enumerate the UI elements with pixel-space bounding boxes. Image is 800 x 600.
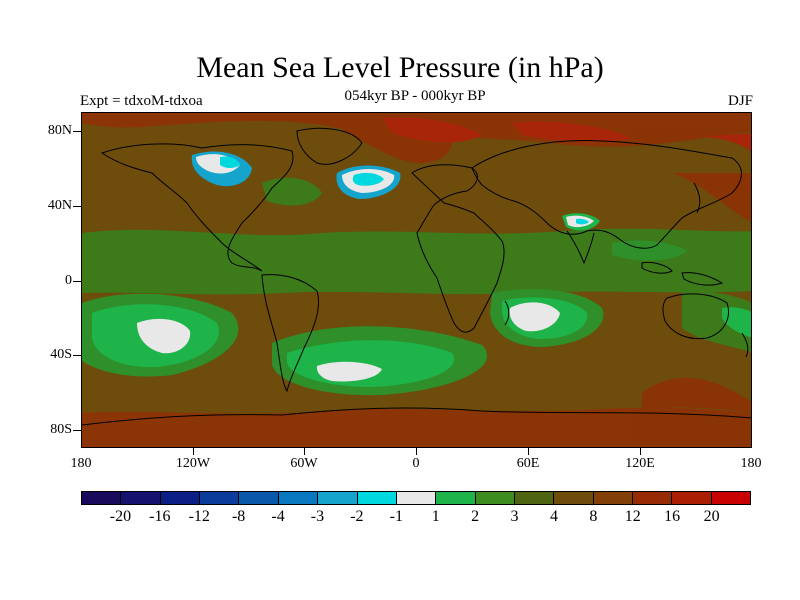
lat-tick: [73, 131, 81, 132]
colorbar-label: 4: [549, 508, 558, 525]
colorbar: [81, 491, 751, 505]
colorbar-cell: [514, 492, 555, 504]
lat-label-40s: 40S: [50, 347, 72, 362]
colorbar-cell: [82, 492, 122, 504]
lon-tick: [528, 448, 529, 455]
colorbar-label: 20: [703, 508, 720, 525]
colorbar-label: -8: [231, 508, 246, 525]
lon-label-120w: 120W: [175, 456, 211, 471]
colorbar-cell: [633, 492, 673, 504]
lat-tick: [73, 355, 81, 356]
colorbar-label: -16: [149, 508, 171, 525]
colorbar-cell: [318, 492, 358, 504]
colorbar-label: 16: [664, 508, 681, 525]
colorbar-cell: [200, 492, 240, 504]
colorbar-cell: [239, 492, 279, 504]
coastlines: [82, 127, 751, 426]
lon-label-180w: 180: [70, 456, 92, 471]
colorbar-label: -12: [188, 508, 210, 525]
colorbar-label: 2: [471, 508, 480, 525]
colorbar-cell: [121, 492, 161, 504]
colorbar-cell: [475, 492, 515, 504]
colorbar-cell: [436, 492, 476, 504]
lat-label-40n: 40N: [47, 198, 72, 213]
lat-tick: [73, 430, 81, 431]
colorbar-cell: [357, 492, 397, 504]
map-title: Mean Sea Level Pressure (in hPa): [196, 51, 604, 84]
colorbar-label: -3: [310, 508, 325, 525]
lon-label-60e: 60E: [516, 456, 540, 471]
experiment-label: Expt = tdxoM-tdxoa: [80, 93, 203, 109]
colorbar-label: -4: [271, 508, 285, 525]
colorbar-cell: [396, 492, 437, 504]
lat-tick: [73, 206, 81, 207]
lon-tick: [416, 448, 417, 455]
dark-red-core: [382, 117, 751, 152]
colorbar-cell: [160, 492, 201, 504]
lon-tick: [304, 448, 305, 455]
colorbar-label: 3: [510, 508, 519, 525]
lat-label-80n: 80N: [47, 123, 72, 138]
pressure-map: [81, 112, 752, 448]
colorbar-cell: [593, 492, 634, 504]
lon-label-0: 0: [412, 456, 420, 471]
colorbar-label: -2: [350, 508, 364, 525]
colorbar-label: 1: [431, 508, 440, 525]
colorbar-label: 12: [624, 508, 641, 525]
low-pressure-anomalies: [137, 151, 600, 382]
colorbar-label: -1: [389, 508, 403, 525]
map-subtitle: 054kyr BP - 000kyr BP: [344, 88, 486, 104]
colorbar-cell: [554, 492, 594, 504]
map-canvas: [82, 113, 751, 447]
lon-tick: [193, 448, 194, 455]
lon-label-120e: 120E: [625, 456, 655, 471]
lat-label-0: 0: [65, 273, 72, 288]
colorbar-cell: [711, 492, 751, 504]
lon-tick: [640, 448, 641, 455]
lon-label-180e: 180: [740, 456, 762, 471]
colorbar-cell: [672, 492, 712, 504]
lon-label-60w: 60W: [290, 456, 318, 471]
lat-label-80s: 80S: [50, 422, 72, 437]
lat-tick: [73, 281, 81, 282]
colorbar-label: -20: [109, 508, 132, 525]
colorbar-label: 8: [589, 508, 598, 525]
season-label: DJF: [727, 93, 753, 109]
colorbar-cell: [278, 492, 319, 504]
